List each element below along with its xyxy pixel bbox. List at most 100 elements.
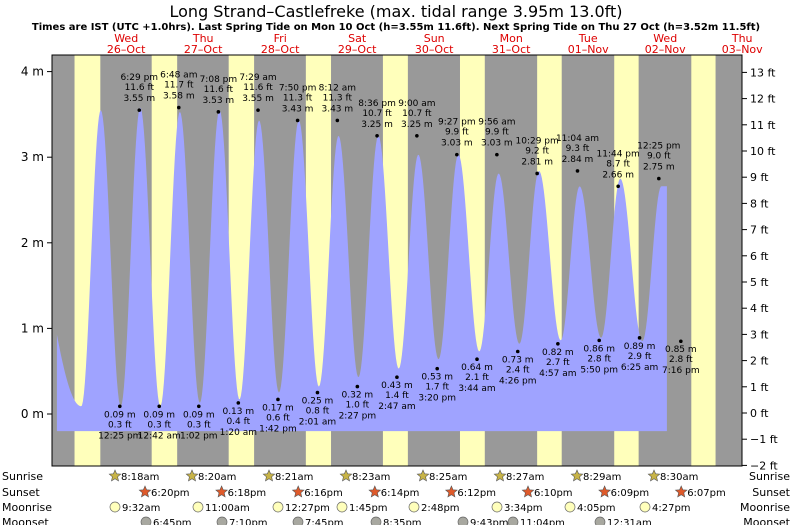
tide-metres-label: 3.43 m (321, 104, 353, 114)
left-tick-label: 4 m (21, 65, 44, 79)
tide-feet-label: 2.4 ft (506, 366, 530, 376)
sunrise-icon (108, 469, 122, 482)
moonrise-icon (408, 501, 420, 513)
moonset-icon (507, 516, 519, 525)
moonset-time: 12:31am (607, 518, 652, 525)
tide-feet-label: 8.7 ft (606, 159, 630, 169)
moonset-time: 7:45pm (305, 518, 344, 525)
sunset-time: 6:18pm (228, 488, 267, 499)
right-tick-label: 8 ft (750, 197, 769, 210)
tide-feet-label: 0.6 ft (266, 413, 290, 423)
moonrise-time: 2:48pm (421, 503, 460, 514)
tide-point (535, 171, 539, 176)
date-label: 27–Oct (184, 43, 223, 56)
chart-subtitle: Times are IST (UTC +1.0hrs). Last Spring… (32, 22, 760, 33)
tide-point (295, 118, 300, 123)
tide-time-label: 7:50 pm (279, 83, 317, 93)
tide-point (236, 401, 241, 405)
tide-feet-label: 2.8 ft (587, 354, 611, 364)
tide-feet-label: 11.6 ft (125, 83, 155, 93)
sunrise-time: 8:21am (275, 472, 313, 483)
date-label: 03–Nov (722, 43, 763, 56)
tide-point (176, 105, 181, 110)
sunset-time: 6:10pm (534, 488, 573, 499)
tide-time-label: 3:20 pm (418, 394, 456, 404)
moonrise-icon (192, 501, 204, 513)
right-axis: −2 ft −1 ft 0 ft 1 ft 2 ft 3 ft 4 ft 5 ft 6 ft 7 … (742, 66, 778, 472)
tide-metres-label: 0.25 m (302, 397, 334, 407)
tide-metres-label: 3.55 m (123, 94, 155, 104)
moonrise-icon (272, 501, 284, 513)
tide-point (118, 404, 122, 409)
tide-point (276, 397, 280, 402)
tide-metres-label: 2.66 m (602, 170, 634, 180)
sunrise-icon (185, 469, 199, 482)
sunrise-icon (493, 469, 507, 482)
tide-time-label: 7:08 pm (200, 75, 238, 85)
tide-feet-label: 0.4 ft (226, 417, 250, 427)
right-tick-label: −2 ft (750, 459, 778, 472)
moonrise-icon (336, 501, 348, 513)
tide-metres-label: 3.55 m (242, 94, 274, 104)
sunset-icon (444, 485, 458, 498)
moonrise-time: 11:00am (205, 503, 250, 514)
moonset-time: 9:43pm (470, 518, 509, 525)
tide-time-label: 4:26 pm (499, 377, 537, 387)
tide-time-label: 8:12 am (319, 83, 356, 93)
tide-metres-label: 0.32 m (342, 391, 374, 401)
date-label: 29–Oct (338, 43, 377, 56)
tide-metres-label: 0.82 m (542, 348, 574, 358)
tide-point (256, 108, 260, 112)
sunset-icon (215, 485, 229, 498)
right-tick-label: 0 ft (750, 407, 769, 420)
tide-time-label: 12:25 pm (637, 142, 680, 152)
tide-point (415, 134, 419, 138)
tide-time-label: 2:01 am (299, 418, 336, 428)
tide-feet-label: 2.1 ft (465, 373, 489, 383)
tide-metres-label: 0.89 m (624, 342, 656, 352)
date-label: 30–Oct (415, 43, 454, 56)
tide-metres-label: 0.09 m (143, 410, 175, 420)
tide-point (435, 366, 440, 371)
moonset-time: 7:10pm (229, 518, 268, 525)
moonrise-time: 12:27pm (285, 503, 330, 514)
tide-feet-label: 11.6 ft (243, 83, 273, 93)
left-tick-label: 0 m (21, 407, 44, 421)
sunset-icon (138, 485, 152, 498)
tide-time-label: 12:25 pm (98, 431, 141, 441)
right-tick-label: 9 ft (750, 171, 769, 184)
date-label: 02–Nov (645, 43, 686, 56)
tide-time-label: 6:25 am (621, 363, 658, 373)
tide-point (375, 134, 379, 138)
sunrise-time: 8:29am (583, 472, 621, 483)
tide-time-label: 7:29 am (239, 73, 276, 83)
tide-metres-label: 0.85 m (665, 345, 697, 355)
right-tick-label: 3 ft (750, 328, 769, 341)
tide-point (679, 339, 683, 344)
tide-point (556, 342, 560, 346)
sunrise-icon (416, 469, 430, 482)
tide-feet-label: 1.7 ft (425, 383, 449, 393)
tide-time-label: 6:48 am (160, 71, 197, 81)
sunrise-icon (570, 469, 584, 482)
tide-time-label: 1:42 pm (259, 424, 297, 434)
tide-point (157, 404, 162, 409)
tide-metres-label: 0.53 m (421, 373, 453, 383)
tide-point (597, 338, 602, 343)
plot-border (51, 54, 743, 467)
date-label: 26–Oct (107, 43, 146, 56)
tide-feet-label: 10.7 ft (402, 109, 432, 119)
sunrise-time: 8:30am (660, 472, 698, 483)
sunset-time: 6:12pm (457, 488, 496, 499)
left-tick-label: 1 m (21, 321, 44, 335)
moonrise-icon (109, 501, 121, 513)
tide-time-label: 3:44 am (458, 384, 495, 394)
tide-feet-label: 2.7 ft (546, 358, 570, 368)
right-tick-label: 7 ft (750, 224, 769, 237)
right-tick-label: 12 ft (750, 93, 776, 106)
moonrise-time: 4:27pm (652, 503, 691, 514)
tide-point (616, 184, 620, 189)
right-tick-label: 11 ft (750, 119, 776, 132)
right-tick-label: 2 ft (750, 355, 769, 368)
tide-time-label: 4:57 am (539, 369, 576, 379)
